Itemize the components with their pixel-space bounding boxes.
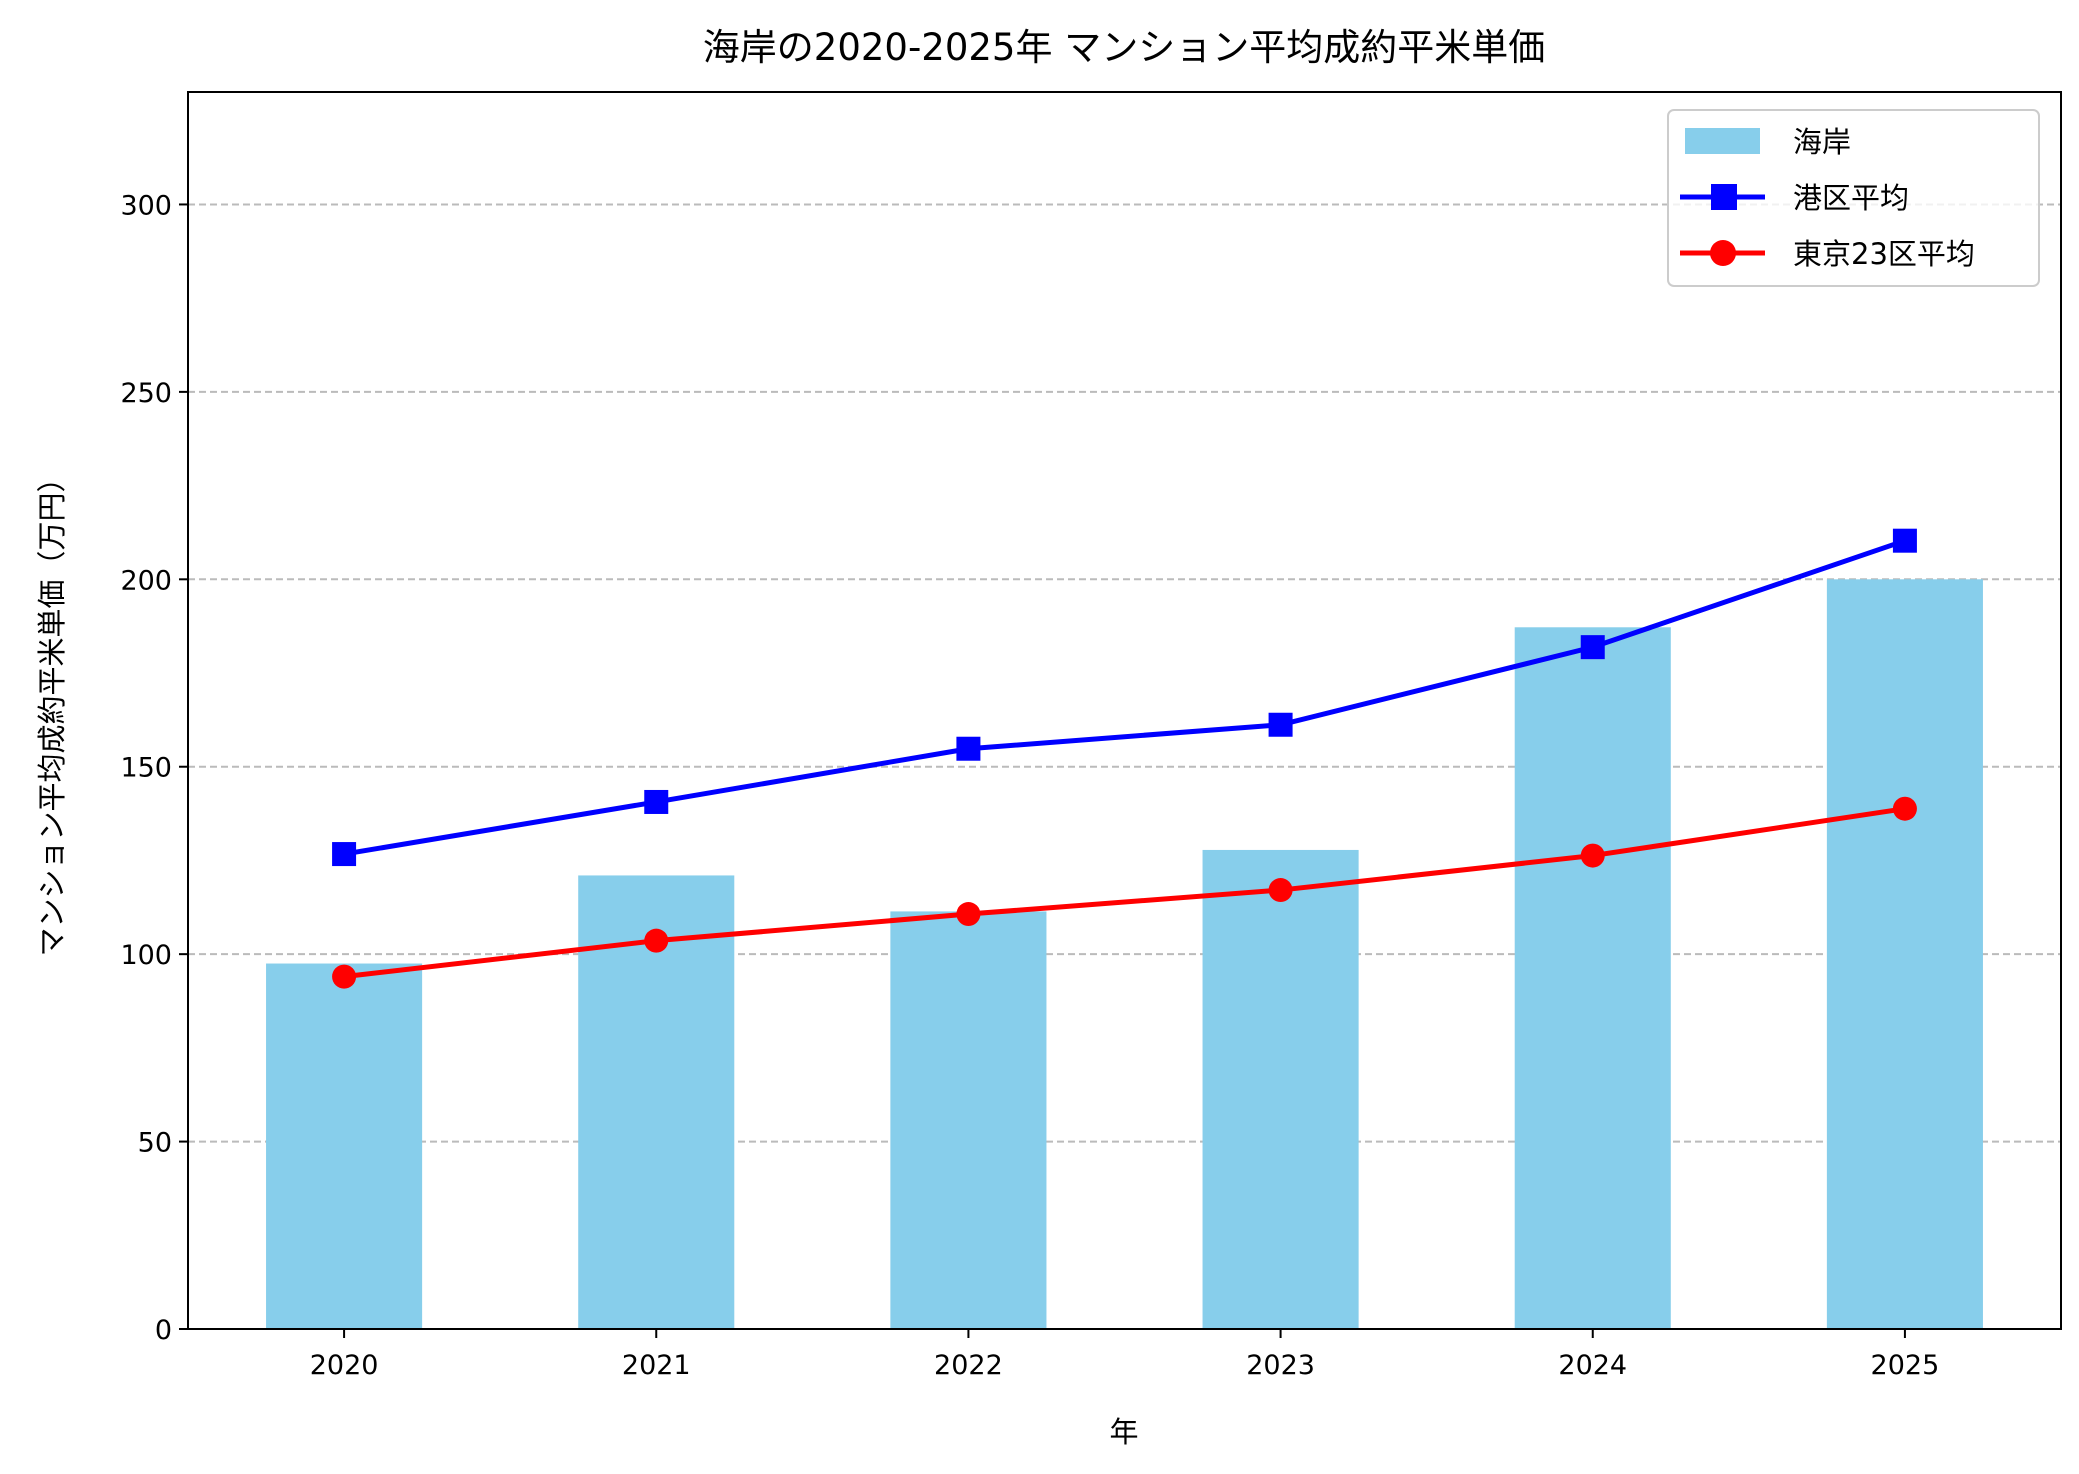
y-tick-label: 200: [120, 565, 172, 596]
bar: [890, 911, 1047, 1329]
x-tick-label: 2021: [622, 1350, 691, 1381]
y-tick-label: 150: [120, 753, 172, 784]
bar: [266, 963, 423, 1329]
data-point: [956, 902, 981, 927]
y-tick-label: 300: [120, 190, 172, 221]
data-point: [332, 964, 357, 989]
plot-frame: [187, 91, 2062, 1330]
data-point: [1268, 712, 1293, 737]
grid: [188, 203, 2061, 1143]
data-point: [1580, 635, 1605, 660]
y-axis-label: マンション平均成約平米単価（万円）: [35, 463, 69, 956]
y-tick-label: 250: [120, 378, 172, 409]
bar: [1202, 849, 1359, 1329]
y-axis: 0 50 100 150 200 250 300: [120, 190, 188, 1346]
y-tick-label: 0: [155, 1315, 172, 1346]
x-tick-label: 2022: [934, 1350, 1003, 1381]
data-point: [644, 789, 669, 814]
bar: [1514, 627, 1671, 1329]
x-tick-label: 2020: [310, 1350, 379, 1381]
data-point: [1892, 796, 1917, 821]
x-axis: 2020 2021 2022 2023 2024 2025: [310, 1329, 1940, 1381]
legend-swatch: [1685, 128, 1760, 154]
legend-label: 東京23区平均: [1793, 237, 1975, 271]
x-tick-label: 2025: [1871, 1350, 1940, 1381]
data-point: [332, 842, 357, 867]
x-tick-label: 2024: [1558, 1350, 1627, 1381]
legend-label: 海岸: [1793, 125, 1851, 159]
legend-label: 港区平均: [1793, 181, 1909, 215]
legend-marker: [1710, 240, 1736, 266]
lines: [332, 528, 1917, 989]
x-axis-label: 年: [1109, 1415, 1138, 1449]
data-point: [1268, 878, 1293, 903]
legend-frame: [1667, 109, 2040, 287]
bars: [266, 579, 1983, 1329]
data-point: [1892, 528, 1917, 553]
data-point: [1580, 843, 1605, 868]
chart-title: 海岸の2020-2025年 マンション平均成約平米単価: [703, 26, 1545, 69]
y-tick-label: 50: [138, 1128, 172, 1159]
bar: [1826, 579, 1983, 1329]
x-tick-label: 2023: [1246, 1350, 1315, 1381]
series-line: [343, 806, 1906, 980]
data-point: [644, 928, 669, 953]
data-point: [956, 736, 981, 761]
legend-marker: [1711, 184, 1737, 210]
series-line: [343, 538, 1906, 857]
y-tick-label: 100: [120, 940, 172, 971]
